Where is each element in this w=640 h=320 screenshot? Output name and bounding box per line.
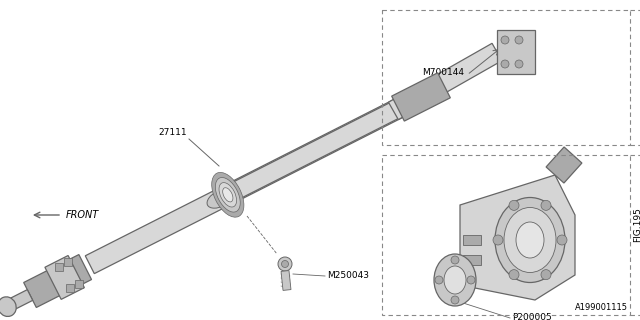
Circle shape	[515, 60, 523, 68]
Ellipse shape	[504, 207, 556, 273]
Circle shape	[557, 235, 567, 245]
Bar	[55, 263, 63, 271]
Ellipse shape	[219, 183, 237, 207]
Circle shape	[467, 276, 475, 284]
Circle shape	[541, 270, 551, 280]
Circle shape	[501, 60, 509, 68]
Polygon shape	[497, 30, 535, 74]
Polygon shape	[9, 290, 33, 310]
Polygon shape	[24, 254, 92, 308]
Ellipse shape	[444, 266, 466, 294]
Bar	[382, 10, 630, 145]
Text: FRONT: FRONT	[66, 210, 99, 220]
Text: FIG.195: FIG.195	[633, 208, 640, 243]
Polygon shape	[388, 43, 502, 120]
Circle shape	[435, 276, 443, 284]
Bar	[382, 155, 630, 315]
Ellipse shape	[516, 222, 544, 258]
Polygon shape	[463, 235, 481, 245]
Polygon shape	[460, 175, 575, 300]
Circle shape	[509, 270, 519, 280]
Ellipse shape	[495, 197, 565, 283]
Text: P200005: P200005	[512, 314, 552, 320]
Polygon shape	[546, 147, 582, 183]
Circle shape	[278, 257, 292, 271]
Ellipse shape	[434, 254, 476, 306]
Circle shape	[541, 200, 551, 210]
Text: M700144: M700144	[422, 68, 464, 77]
Bar	[75, 280, 83, 288]
Circle shape	[509, 200, 519, 210]
Polygon shape	[233, 96, 412, 198]
Polygon shape	[45, 256, 84, 300]
Circle shape	[515, 36, 523, 44]
Text: A199001115: A199001115	[575, 303, 628, 312]
Circle shape	[451, 296, 459, 304]
Text: 0218S: 0218S	[517, 255, 546, 265]
Polygon shape	[392, 73, 451, 121]
Polygon shape	[85, 88, 426, 274]
Text: 27111: 27111	[158, 128, 187, 137]
Circle shape	[493, 235, 503, 245]
Bar	[66, 284, 74, 292]
Circle shape	[501, 36, 509, 44]
Ellipse shape	[0, 297, 16, 316]
Polygon shape	[281, 271, 291, 291]
Circle shape	[451, 256, 459, 264]
Ellipse shape	[216, 178, 240, 212]
Ellipse shape	[223, 188, 233, 202]
Circle shape	[282, 260, 289, 268]
Text: M250043: M250043	[327, 271, 369, 281]
Polygon shape	[463, 255, 481, 265]
Ellipse shape	[212, 172, 244, 217]
Bar	[64, 258, 72, 266]
Ellipse shape	[207, 188, 235, 208]
